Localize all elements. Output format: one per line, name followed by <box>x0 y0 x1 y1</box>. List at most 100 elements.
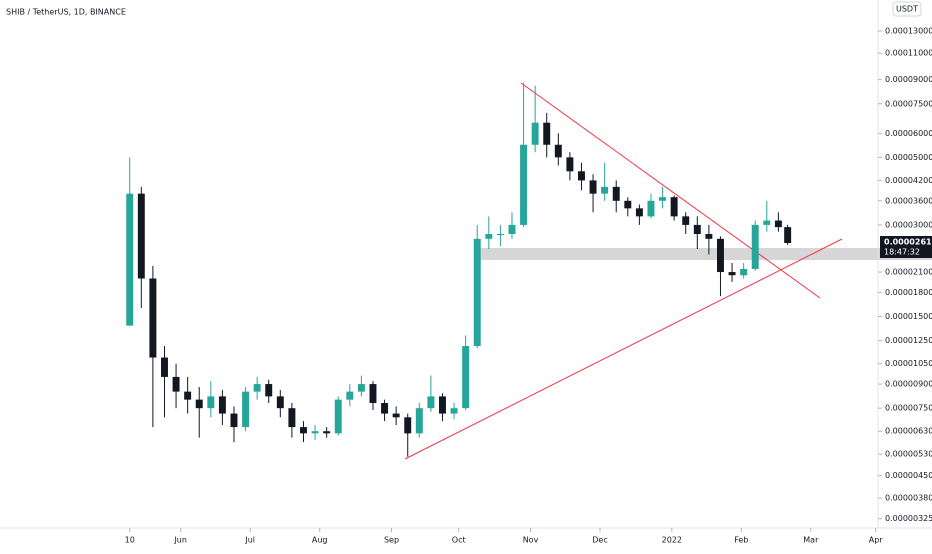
candle-body <box>300 427 307 434</box>
candle-body <box>334 399 342 434</box>
y-tick-label: 0.00013000 <box>885 27 932 36</box>
marks <box>126 82 792 457</box>
y-tick-label: 0.00000630 <box>885 427 932 436</box>
candle-body <box>137 193 145 279</box>
candle-body <box>728 272 736 276</box>
x-tick-label: Dec <box>592 536 607 545</box>
y-tick-label: 0.00003000 <box>885 220 932 229</box>
candle-body <box>589 180 597 194</box>
y-tick-label: 0.00000750 <box>885 404 932 413</box>
chart-title: SHIB / TetherUS, 1D, BINANCE <box>6 8 126 17</box>
y-tick-label: 0.00002100 <box>885 268 932 277</box>
y-tick-label: 0.00011000 <box>885 49 932 58</box>
candle-body <box>496 234 504 236</box>
candle-body <box>230 413 238 428</box>
y-tick-label: 0.00000900 <box>885 380 932 389</box>
candle-body <box>577 171 585 181</box>
candle-body <box>774 220 782 228</box>
candle-body <box>415 408 423 434</box>
candle-body <box>693 224 701 235</box>
candle-body <box>485 234 493 239</box>
trend-line <box>520 82 821 299</box>
candle-body <box>404 417 412 434</box>
candle-body <box>253 384 261 392</box>
candle-body <box>161 357 168 377</box>
candle-body <box>508 224 516 235</box>
last-price-label: 0.00002616 <box>884 238 932 247</box>
candle-body <box>207 396 215 409</box>
y-tick-label: 0.00000380 <box>885 494 932 503</box>
candle-body <box>392 413 400 418</box>
candle-body <box>531 122 539 145</box>
candle-body <box>288 408 296 428</box>
y-tick-label: 0.00007500 <box>885 99 932 108</box>
x-tick-label: Nov <box>523 536 539 545</box>
x-tick-label: Jul <box>244 536 255 545</box>
candle-body <box>311 431 319 434</box>
countdown: 18:47:32 <box>884 248 920 257</box>
candle-body <box>195 399 203 409</box>
y-tick-label: 0.00006000 <box>885 129 932 138</box>
y-tick-label: 0.00001500 <box>885 312 932 321</box>
candle-body <box>543 122 551 145</box>
zone <box>478 248 932 260</box>
candle-body <box>369 384 377 403</box>
candle-body <box>705 234 713 239</box>
x-tick-label: Aug <box>312 536 328 545</box>
candle-body <box>751 224 759 269</box>
candle-body <box>218 396 226 414</box>
candle-body <box>126 193 134 326</box>
y-tick-label: 0.00000325 <box>885 514 932 523</box>
currency[interactable]: USDT <box>896 5 918 14</box>
candle-body <box>381 402 389 414</box>
candle-body <box>265 384 273 397</box>
candle-body <box>601 186 609 194</box>
y-tick-label: 0.00003600 <box>885 196 932 205</box>
candle-body <box>184 391 192 400</box>
candle-body <box>172 376 180 392</box>
candle-body <box>784 227 792 244</box>
x-tick-label: Feb <box>734 536 748 545</box>
x-tick-label: Oct <box>452 536 466 545</box>
candle-body <box>635 208 643 217</box>
y-tick-label: 0.00000530 <box>885 450 932 459</box>
candle-body <box>740 268 748 276</box>
candle-body <box>763 220 771 225</box>
currency-button[interactable] <box>892 1 922 17</box>
candle-body <box>624 200 632 209</box>
candle-body <box>647 200 655 217</box>
candle-body <box>439 396 446 414</box>
y-tick-label: 0.00001800 <box>885 288 932 297</box>
candle-body <box>357 384 365 392</box>
y-tick-label: 0.00009000 <box>885 75 932 84</box>
x-tick-label: 2022 <box>662 536 682 545</box>
candle-body <box>149 278 157 358</box>
candle-body <box>473 238 481 347</box>
candle-body <box>554 144 562 158</box>
candle-body <box>462 346 470 409</box>
candle-body <box>566 157 574 172</box>
x-tick-label: Sep <box>384 536 399 545</box>
candle-body <box>242 391 250 428</box>
y-tick-label: 0.00001050 <box>885 359 932 368</box>
candle-body <box>682 216 690 225</box>
y-tick-label: 0.00005000 <box>885 153 932 162</box>
candle-body <box>659 197 667 201</box>
y-tick-label: 0.00000450 <box>885 471 932 480</box>
trend-line <box>404 238 843 460</box>
candle-body <box>276 396 284 409</box>
candle-body <box>450 408 458 414</box>
x-tick-label: 10 <box>125 536 135 545</box>
candle-body <box>520 144 528 225</box>
candle-body <box>612 186 620 201</box>
x-tick-label: Mar <box>803 536 819 545</box>
last-price-box <box>880 236 932 259</box>
candle-body <box>323 431 331 434</box>
candle-body <box>670 197 678 217</box>
candle-body <box>346 391 354 400</box>
x-tick-label: Apr <box>869 536 884 545</box>
y-tick-label: 0.00001250 <box>885 336 932 345</box>
x-tick-label: Jun <box>173 536 187 545</box>
